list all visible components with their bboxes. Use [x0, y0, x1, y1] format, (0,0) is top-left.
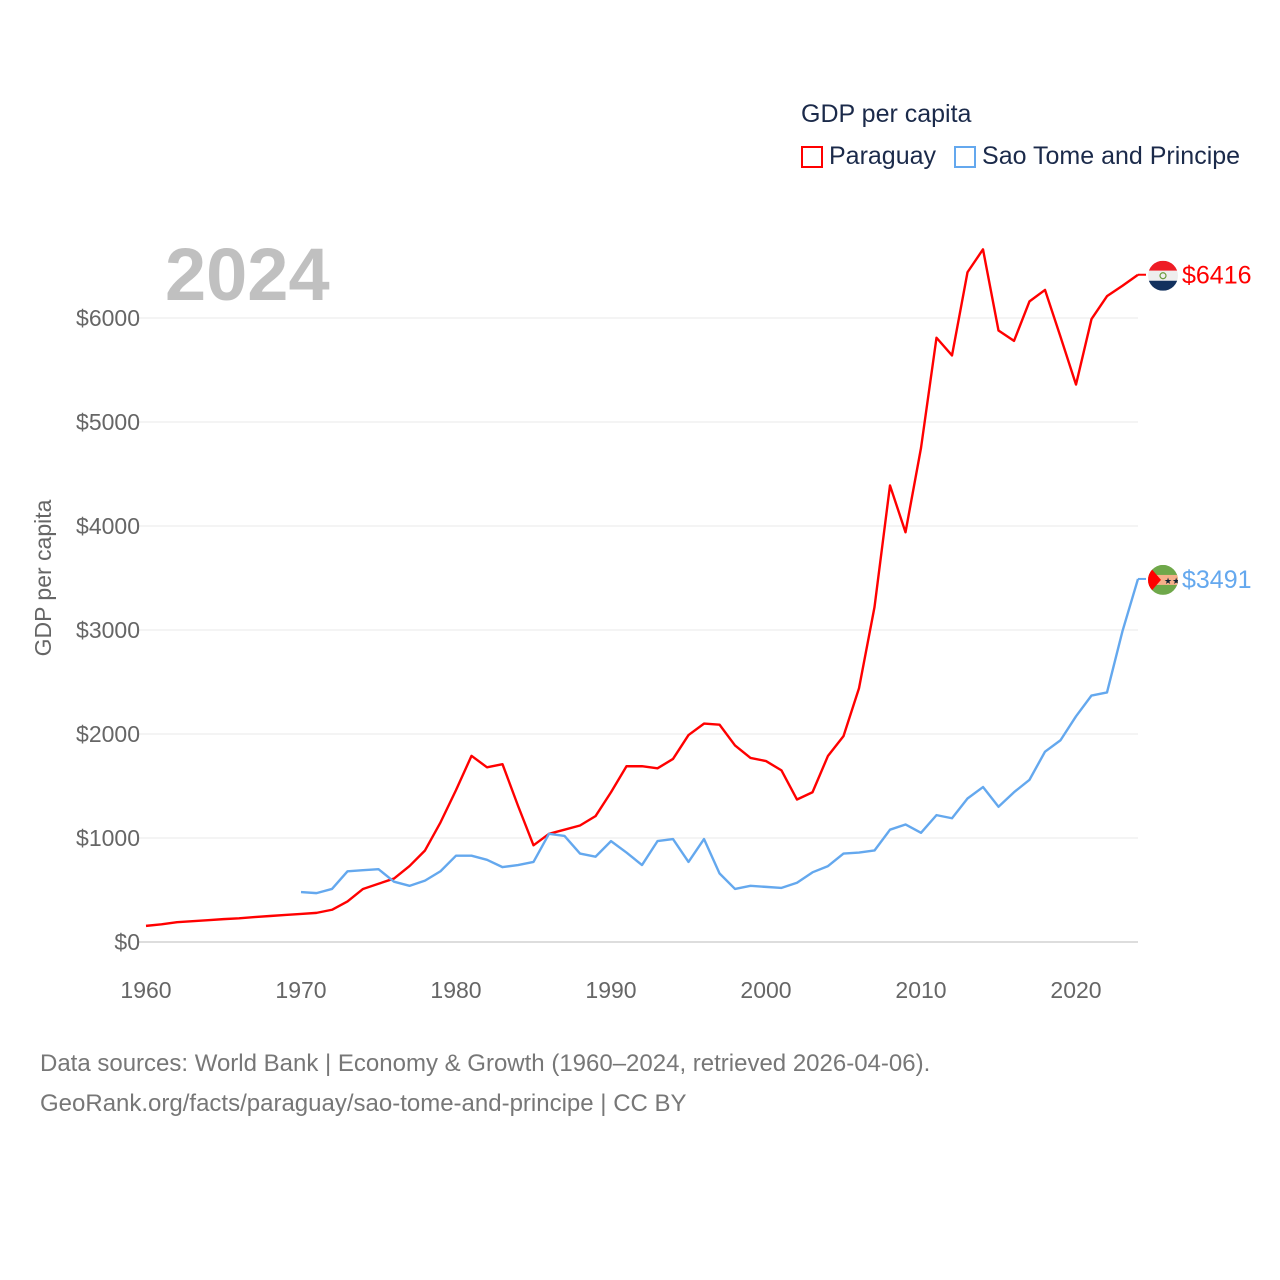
legend-swatch-paraguay [801, 145, 823, 168]
footer-sources: Data sources: World Bank | Economy & Gro… [40, 1050, 931, 1077]
series-line-1[interactable] [300, 578, 1140, 895]
x-tick-label: 1990 [585, 977, 636, 1003]
end-value-label: $6416 [1182, 262, 1252, 290]
year-watermark: 2024 [165, 233, 330, 316]
legend-swatch-sao-tome [954, 145, 977, 168]
legend-label-paraguay: Paraguay [829, 142, 937, 170]
y-tick-label: $0 [114, 929, 140, 955]
y-tick-label: $5000 [76, 409, 140, 435]
legend-item-paraguay[interactable]: Paraguay [801, 142, 936, 171]
x-tick-label: 2020 [1050, 977, 1101, 1003]
y-tick-label: $3000 [76, 617, 140, 643]
y-tick-label: $6000 [76, 305, 140, 331]
x-tick-label: 1980 [430, 977, 481, 1003]
sao-tome-flag-icon: ★★ [1148, 564, 1180, 595]
paraguay-flag-icon [1148, 260, 1178, 291]
legend-label-sao-tome: Sao Tome and Principe [982, 142, 1241, 170]
legend-title: GDP per capita [801, 100, 972, 128]
legend-item-sao-tome[interactable]: Sao Tome and Principe [954, 142, 1240, 171]
x-tick-label: 1960 [120, 977, 171, 1003]
series-line-0[interactable] [145, 248, 1139, 928]
x-tick-label: 1970 [275, 977, 326, 1003]
x-tick-label: 2010 [895, 977, 946, 1003]
footer: Data sources: World Bank | Economy & Gro… [40, 1044, 930, 1124]
legend: Paraguay Sao Tome and Principe [801, 142, 1240, 171]
end-value-label: $3491 [1182, 566, 1252, 594]
y-tick-label: $4000 [76, 513, 140, 539]
svg-text:★★: ★★ [1164, 576, 1180, 586]
footer-link[interactable]: GeoRank.org/facts/paraguay/sao-tome-and-… [40, 1090, 687, 1117]
x-tick-label: 2000 [740, 977, 791, 1003]
y-axis-label: GDP per capita [30, 499, 56, 656]
y-tick-label: $2000 [76, 721, 140, 747]
y-tick-label: $1000 [76, 825, 140, 851]
line-chart: $0 $1000 $2000 $3000 $4000 $5000 $6000 1960 1970… [30, 233, 1252, 1003]
